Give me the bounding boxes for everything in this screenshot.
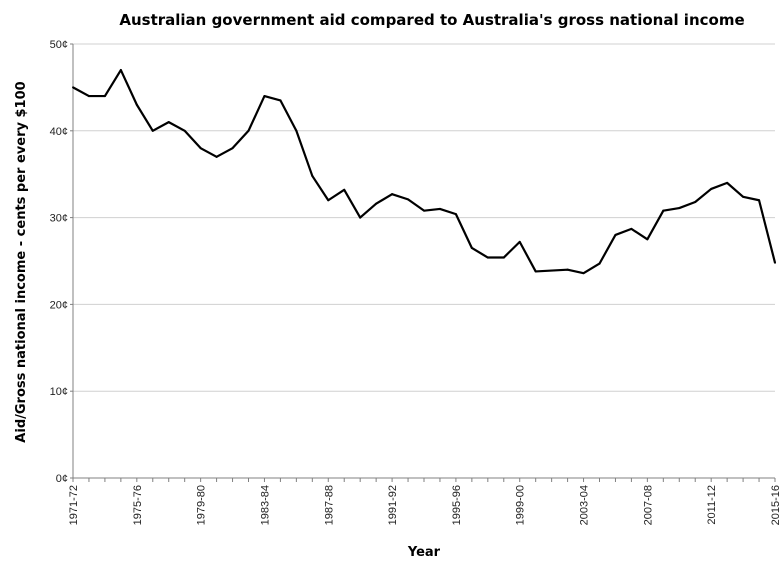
- x-tick-label: 2007-08: [642, 485, 654, 525]
- x-tick-label: 1987-88: [323, 485, 335, 525]
- data-point: [167, 121, 170, 124]
- data-point: [678, 207, 681, 210]
- data-point: [391, 193, 394, 196]
- data-point: [614, 233, 617, 236]
- data-point: [534, 270, 537, 273]
- x-tick-label: 2015-16: [770, 485, 780, 525]
- x-axis-title: Year: [407, 545, 441, 560]
- data-point: [470, 246, 473, 249]
- data-point: [119, 69, 122, 72]
- data-point: [343, 188, 346, 191]
- data-point: [199, 147, 202, 150]
- data-point: [375, 202, 378, 205]
- data-point: [311, 174, 314, 177]
- x-tick-label: 2003-04: [579, 485, 591, 525]
- data-point: [231, 147, 234, 150]
- data-point: [103, 95, 106, 98]
- data-point: [502, 256, 505, 259]
- data-point: [263, 95, 266, 98]
- data-point: [598, 262, 601, 265]
- data-point: [135, 103, 138, 106]
- y-axis-ticks: 0¢ 10¢ 20¢ 30¢ 40¢ 50¢: [50, 39, 73, 485]
- data-point: [774, 261, 776, 264]
- x-tick-label: 1979-80: [196, 485, 208, 525]
- data-point: [359, 216, 362, 219]
- data-point: [486, 256, 489, 259]
- x-tick-label: 2011-12: [706, 485, 718, 525]
- data-point: [327, 199, 330, 202]
- data-point: [247, 129, 250, 132]
- y-tick-label: 30¢: [50, 213, 68, 225]
- data-point: [710, 187, 713, 190]
- y-tick-label: 10¢: [50, 386, 68, 398]
- data-point: [582, 272, 585, 275]
- x-tick-label: 1991-92: [387, 485, 399, 525]
- data-point: [630, 227, 633, 230]
- y-tick-label: 40¢: [50, 126, 68, 138]
- y-tick-label: 50¢: [50, 39, 68, 51]
- data-point: [758, 199, 761, 202]
- data-point: [151, 129, 154, 132]
- data-point: [662, 209, 665, 212]
- chart-title: Australian government aid compared to Au…: [119, 11, 744, 29]
- data-point: [215, 155, 218, 158]
- y-tick-label: 20¢: [50, 299, 68, 311]
- data-point: [518, 240, 521, 243]
- y-tick-label: 0¢: [56, 473, 68, 485]
- data-points: [72, 69, 776, 275]
- y-axis-title: Aid/Gross national income - cents per ev…: [14, 81, 29, 442]
- data-point: [295, 129, 298, 132]
- data-point: [646, 238, 649, 241]
- gridlines: [73, 43, 775, 392]
- x-tick-label: 1983-84: [259, 485, 271, 525]
- data-point: [742, 195, 745, 198]
- x-tick-label: 1995-96: [451, 485, 463, 525]
- x-axis-ticks: 1971-72 1975-76 1979-80 1983-84 1987-88 1991-…: [68, 478, 780, 525]
- x-tick-label: 1975-76: [132, 485, 144, 525]
- data-point: [423, 209, 425, 212]
- data-point: [279, 99, 282, 102]
- x-tick-label: 1971-72: [68, 485, 80, 525]
- series-line-aid-gni: [72, 68, 777, 275]
- x-tick-label: 1999-00: [515, 485, 527, 525]
- data-point: [454, 213, 457, 216]
- data-point: [183, 129, 186, 132]
- data-point: [726, 181, 729, 184]
- data-point: [407, 198, 410, 201]
- data-point: [87, 95, 90, 98]
- data-point: [72, 86, 74, 89]
- data-point: [438, 207, 441, 210]
- data-point: [694, 200, 697, 203]
- data-point: [566, 268, 569, 271]
- data-point: [550, 269, 553, 272]
